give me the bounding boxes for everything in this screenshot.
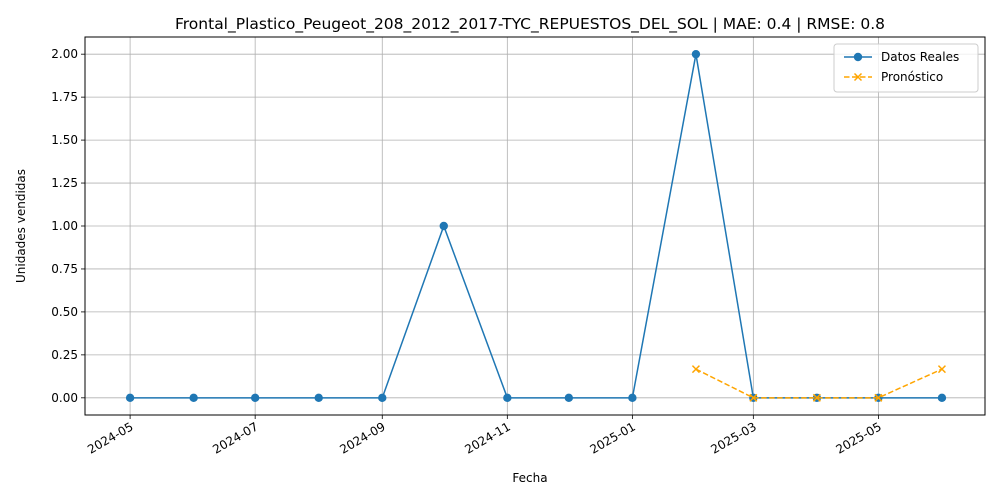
series-line-1 — [695, 368, 943, 399]
data-point — [439, 221, 448, 231]
y-axis: 0.00 0.25 0.50 0.75 1.00 1.25 1.50 1.75 2.00 — [51, 47, 85, 405]
forecast-point — [937, 365, 946, 374]
data-point — [564, 393, 574, 403]
data-point — [503, 393, 512, 403]
data-point — [250, 393, 260, 403]
data-point — [314, 393, 323, 403]
x-axis-title: Fecha — [512, 471, 547, 485]
legend: Datos Reales Pronóstico — [833, 43, 979, 93]
series-layer — [125, 49, 947, 403]
y-axis-title: Unidades vendidas — [14, 169, 28, 283]
forecast-point — [874, 393, 883, 402]
data-point — [937, 393, 947, 403]
y-tick-label: 1.50 — [51, 133, 78, 147]
data-point — [189, 393, 198, 403]
y-tick-label: 0.00 — [51, 391, 78, 405]
legend-label-pronostico: Pronóstico — [881, 70, 943, 84]
legend-marker-datos-reales — [853, 52, 863, 62]
legend-box — [833, 43, 979, 93]
y-tick-label: 1.00 — [51, 219, 78, 233]
data-point — [628, 393, 637, 403]
forecast-point — [812, 393, 821, 402]
legend-label-datos-reales: Datos Reales — [881, 50, 959, 64]
forecast-point — [749, 393, 758, 402]
data-point — [125, 393, 135, 403]
series-1 — [691, 365, 946, 402]
y-tick-label: 0.25 — [51, 348, 78, 362]
legend-marker-pronostico — [853, 72, 863, 82]
data-point — [691, 49, 701, 59]
y-tick-label: 2.00 — [51, 47, 78, 61]
legend-item-pronostico: Pronóstico — [844, 70, 943, 84]
y-tick-label: 0.50 — [51, 305, 78, 319]
legend-item-datos-reales: Datos Reales — [844, 50, 959, 64]
forecast-point — [691, 365, 700, 374]
y-tick-label: 0.75 — [51, 262, 78, 276]
y-tick-label: 1.75 — [51, 90, 78, 104]
y-tick-label: 1.25 — [51, 176, 78, 190]
data-point — [378, 393, 387, 403]
chart-title: Frontal_Plastico_Peugeot_208_2012_2017-T… — [175, 15, 885, 34]
